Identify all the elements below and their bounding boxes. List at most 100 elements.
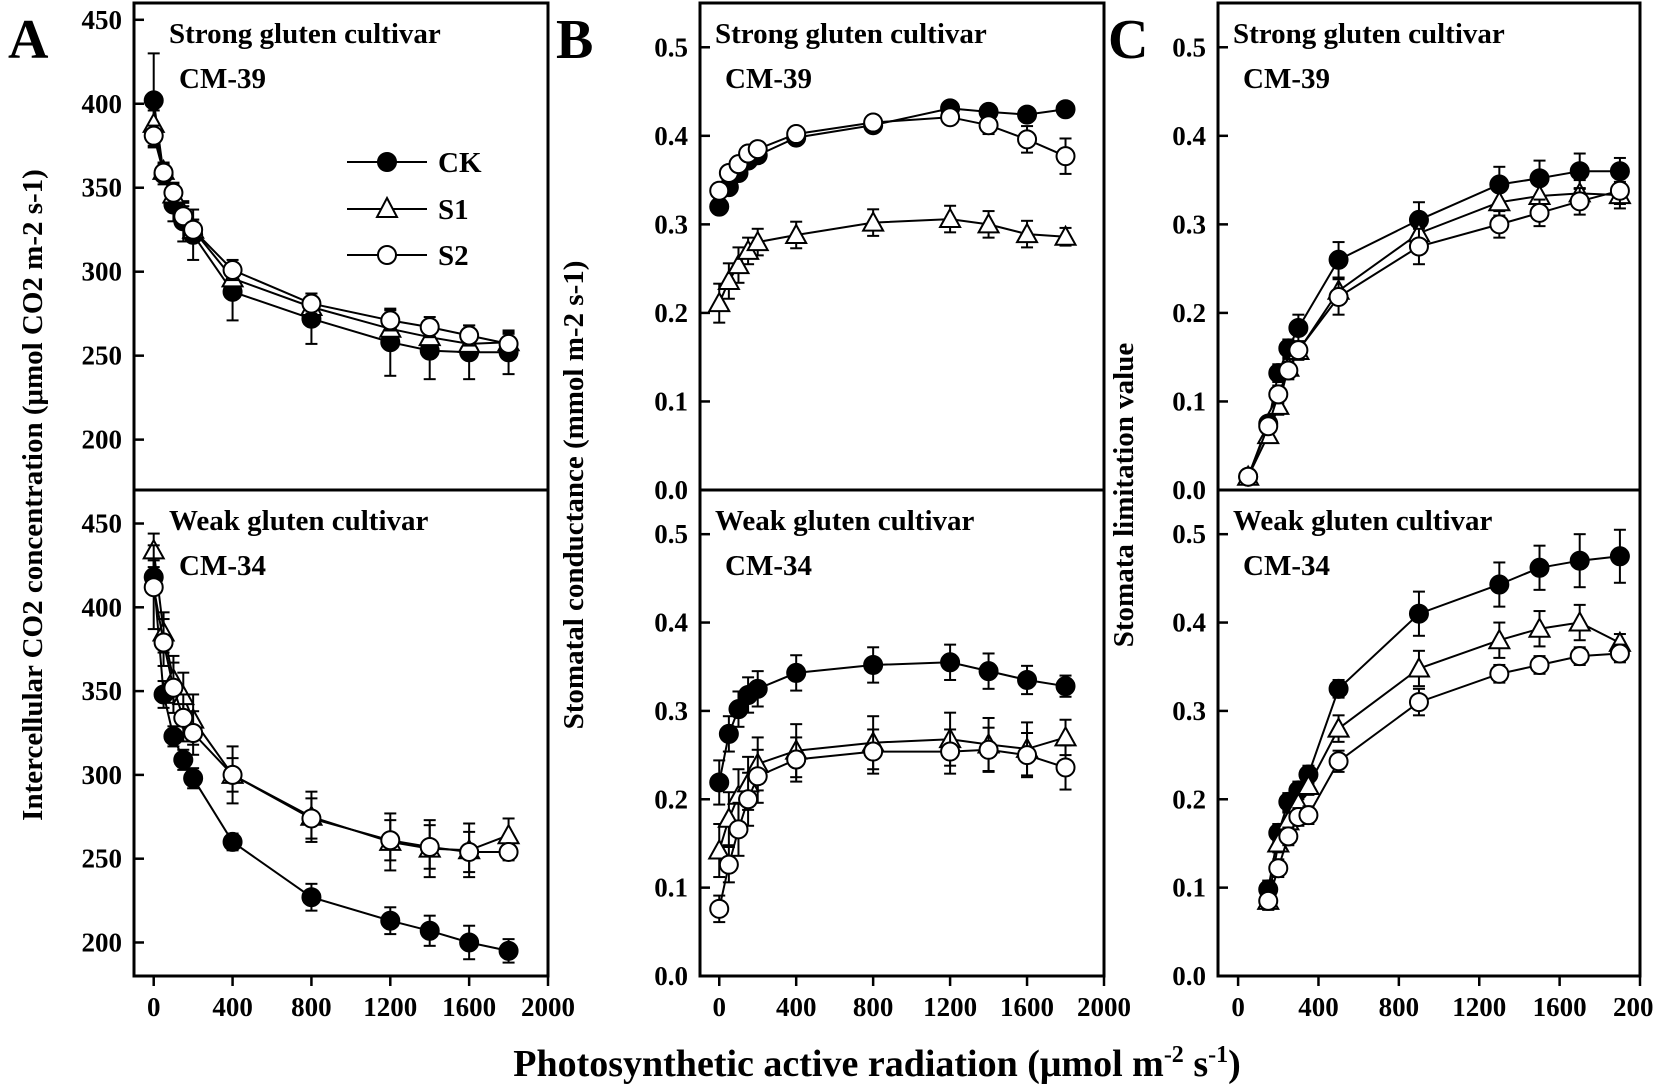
ylabel-A-text: Intercellular CO2 concentration (μmol CO… bbox=[17, 169, 49, 821]
data-point-S2 bbox=[1055, 146, 1076, 167]
data-point-S1 bbox=[496, 823, 521, 845]
data-point-S2 bbox=[419, 317, 440, 338]
panel-subtitle: CM-39 bbox=[1243, 63, 1330, 95]
data-point-S1 bbox=[1527, 616, 1552, 638]
legend-ck-label: CK bbox=[438, 147, 482, 179]
data-point-S2 bbox=[1017, 745, 1038, 766]
y-tick-label: 0.2 bbox=[1172, 784, 1206, 814]
panel-title: Strong gluten cultivar bbox=[1233, 18, 1505, 50]
y-tick-label: 0.3 bbox=[654, 209, 688, 239]
series-line-S2 bbox=[1267, 652, 1620, 902]
y-tick-label: 0.0 bbox=[1172, 961, 1206, 991]
y-tick-label: 200 bbox=[82, 425, 123, 455]
x-tick-label: 0 bbox=[1231, 992, 1245, 1022]
y-tick-label: 350 bbox=[82, 676, 123, 706]
plot-frame bbox=[1216, 488, 1642, 978]
data-point-S2 bbox=[863, 741, 884, 762]
data-point-S2 bbox=[1268, 384, 1289, 405]
panel-subtitle: CM-39 bbox=[179, 63, 266, 95]
y-tick-label: 0.2 bbox=[654, 298, 688, 328]
y-tick-label: 0.1 bbox=[1172, 386, 1206, 416]
series-S1 bbox=[707, 711, 1078, 879]
series-CK bbox=[143, 559, 519, 964]
data-point-CK bbox=[709, 772, 730, 793]
panel-title: Strong gluten cultivar bbox=[169, 18, 441, 50]
x-tick-label: 400 bbox=[212, 992, 253, 1022]
data-point-CK bbox=[1055, 99, 1076, 120]
data-point-CK bbox=[459, 932, 480, 953]
data-point-S2 bbox=[747, 139, 768, 160]
data-point-CK bbox=[173, 749, 194, 770]
data-point-CK bbox=[380, 910, 401, 931]
x-tick-label: 0 bbox=[147, 992, 161, 1022]
x-axis-title-tail: s bbox=[1184, 1043, 1208, 1085]
data-point-S2 bbox=[978, 115, 999, 136]
data-point-CK bbox=[1489, 574, 1510, 595]
panel-subtitle: CM-39 bbox=[725, 63, 812, 95]
data-point-S2 bbox=[1328, 751, 1349, 772]
data-point-S2 bbox=[183, 723, 204, 743]
data-point-S2 bbox=[1278, 360, 1299, 381]
data-point-S2 bbox=[153, 632, 174, 653]
data-point-S1 bbox=[1053, 725, 1078, 747]
x-axis-title-end: ) bbox=[1228, 1043, 1241, 1085]
data-point-CK bbox=[747, 678, 768, 699]
data-point-S2 bbox=[222, 260, 243, 281]
data-point-CK bbox=[1288, 317, 1309, 338]
data-point-S1 bbox=[976, 212, 1001, 234]
y-tick-label: 0.5 bbox=[654, 32, 688, 62]
data-point-S2 bbox=[459, 841, 480, 862]
y-tick-label: 200 bbox=[82, 927, 123, 957]
data-point-CK bbox=[1017, 104, 1038, 125]
chart-panel-C-top: 0.0 0.1 0.2 0.3 0.4 0.5 Strong gluten cultivar… bbox=[1108, 1, 1642, 505]
data-point-S2 bbox=[1408, 236, 1429, 257]
panel-subtitle: CM-34 bbox=[179, 550, 266, 582]
y-tick-label: 0.4 bbox=[1172, 121, 1206, 151]
data-point-CK bbox=[143, 90, 164, 111]
data-point-S2 bbox=[163, 182, 184, 203]
data-point-CK bbox=[1328, 678, 1349, 699]
data-point-S2 bbox=[786, 124, 807, 145]
series-line-S1 bbox=[1267, 621, 1621, 902]
x-axis-title-sup1: -2 bbox=[1164, 1042, 1184, 1068]
data-point-CK bbox=[1609, 546, 1630, 567]
data-point-S2 bbox=[1258, 890, 1279, 911]
x-tick-label: 1200 bbox=[923, 992, 977, 1022]
data-point-CK bbox=[222, 831, 243, 852]
data-point-S2 bbox=[143, 577, 164, 598]
data-point-CK bbox=[498, 940, 519, 961]
data-point-S2 bbox=[498, 841, 519, 862]
x-tick-label: 2000 bbox=[521, 992, 575, 1022]
series-line-CK bbox=[152, 100, 509, 354]
y-tick-label: 0.0 bbox=[654, 475, 688, 505]
series-line-CK bbox=[718, 107, 1066, 208]
series-line-S2 bbox=[718, 748, 1066, 910]
series-S1 bbox=[142, 532, 521, 879]
ylabel-B-text: Stomatal conductance (mmol m-2 s-1) bbox=[558, 261, 590, 730]
data-point-S2 bbox=[709, 898, 730, 919]
data-point-S1 bbox=[1053, 224, 1078, 246]
data-point-CK bbox=[1055, 676, 1076, 697]
data-point-S2 bbox=[183, 219, 204, 240]
panel-subtitle: CM-34 bbox=[1243, 550, 1330, 582]
data-point-S2 bbox=[380, 830, 401, 851]
data-point-S1 bbox=[861, 210, 885, 232]
series-S2 bbox=[143, 544, 519, 874]
data-point-S2 bbox=[718, 854, 739, 875]
data-point-S2 bbox=[380, 310, 401, 331]
y-tick-label: 0.3 bbox=[654, 696, 688, 726]
y-tick-label: 300 bbox=[82, 760, 123, 790]
data-point-S1 bbox=[784, 222, 808, 244]
data-point-S2 bbox=[1529, 202, 1550, 223]
data-point-S2 bbox=[1288, 340, 1309, 361]
legend-s1-label: S1 bbox=[438, 194, 469, 226]
x-tick-label: 1200 bbox=[1452, 992, 1506, 1022]
panel-title: Strong gluten cultivar bbox=[715, 18, 987, 50]
data-point-S1 bbox=[1015, 222, 1039, 244]
y-tick-label: 0.3 bbox=[1172, 696, 1206, 726]
data-point-S2 bbox=[301, 808, 322, 829]
series-CK bbox=[709, 98, 1076, 217]
x-tick-label: 800 bbox=[853, 992, 894, 1022]
data-point-CK bbox=[1408, 603, 1429, 624]
